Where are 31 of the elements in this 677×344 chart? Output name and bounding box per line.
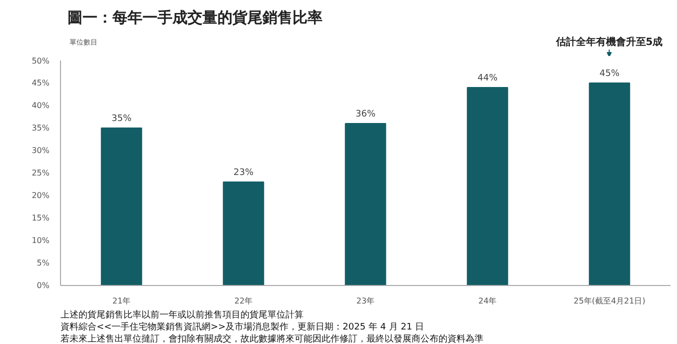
data-label: 36% xyxy=(356,110,376,120)
bar xyxy=(344,123,386,286)
x-tick-label: 21年 xyxy=(112,296,131,306)
bar xyxy=(222,182,264,286)
x-tick-label: 25年(截至4月21日) xyxy=(574,296,646,306)
x-tick-label: 22年 xyxy=(234,296,253,306)
y-tick-label: 10% xyxy=(32,236,50,245)
data-label: 44% xyxy=(478,74,498,84)
x-tick-label: 24年 xyxy=(478,296,497,306)
x-tick-label: 23年 xyxy=(356,296,375,306)
data-label: 23% xyxy=(234,168,254,178)
y-tick-label: 45% xyxy=(32,78,50,88)
bar xyxy=(466,87,508,286)
y-tick-label: 0% xyxy=(36,281,50,290)
y-tick-label: 35% xyxy=(32,124,50,132)
data-label: 35% xyxy=(112,114,132,124)
y-tick-label: 30% xyxy=(32,146,50,155)
chart-title: 圖一：每年一手成交量的貨尾銷售比率 xyxy=(68,8,323,26)
y-tick-label: 50% xyxy=(32,56,50,66)
text: 上述的貨尾銷售比率以前一年或以前推售項目的貨尾單位計算 xyxy=(60,310,304,320)
y-tick-label: 5% xyxy=(36,258,50,268)
bar xyxy=(100,128,142,286)
y-tick-label: 40% xyxy=(32,101,50,110)
data-label: 45% xyxy=(600,69,620,79)
text: 估計全年有機會升至5成 xyxy=(554,36,663,48)
y-tick-label: 20% xyxy=(32,191,50,200)
y-tick-label: 15% xyxy=(32,214,50,222)
text: 若未來上述售出單位撻訂，會扣除有關成交，故此數據將來可能因此作修訂，最終以發展商公布的資料為準 xyxy=(60,334,484,344)
bar xyxy=(588,82,630,286)
y-tick-label: 25% xyxy=(32,168,50,178)
text: 資料綜合<<一手住宅物業銷售資訊網>>及市場消息製作，更新日期：2025 年 4 月 21 日 xyxy=(60,322,424,332)
